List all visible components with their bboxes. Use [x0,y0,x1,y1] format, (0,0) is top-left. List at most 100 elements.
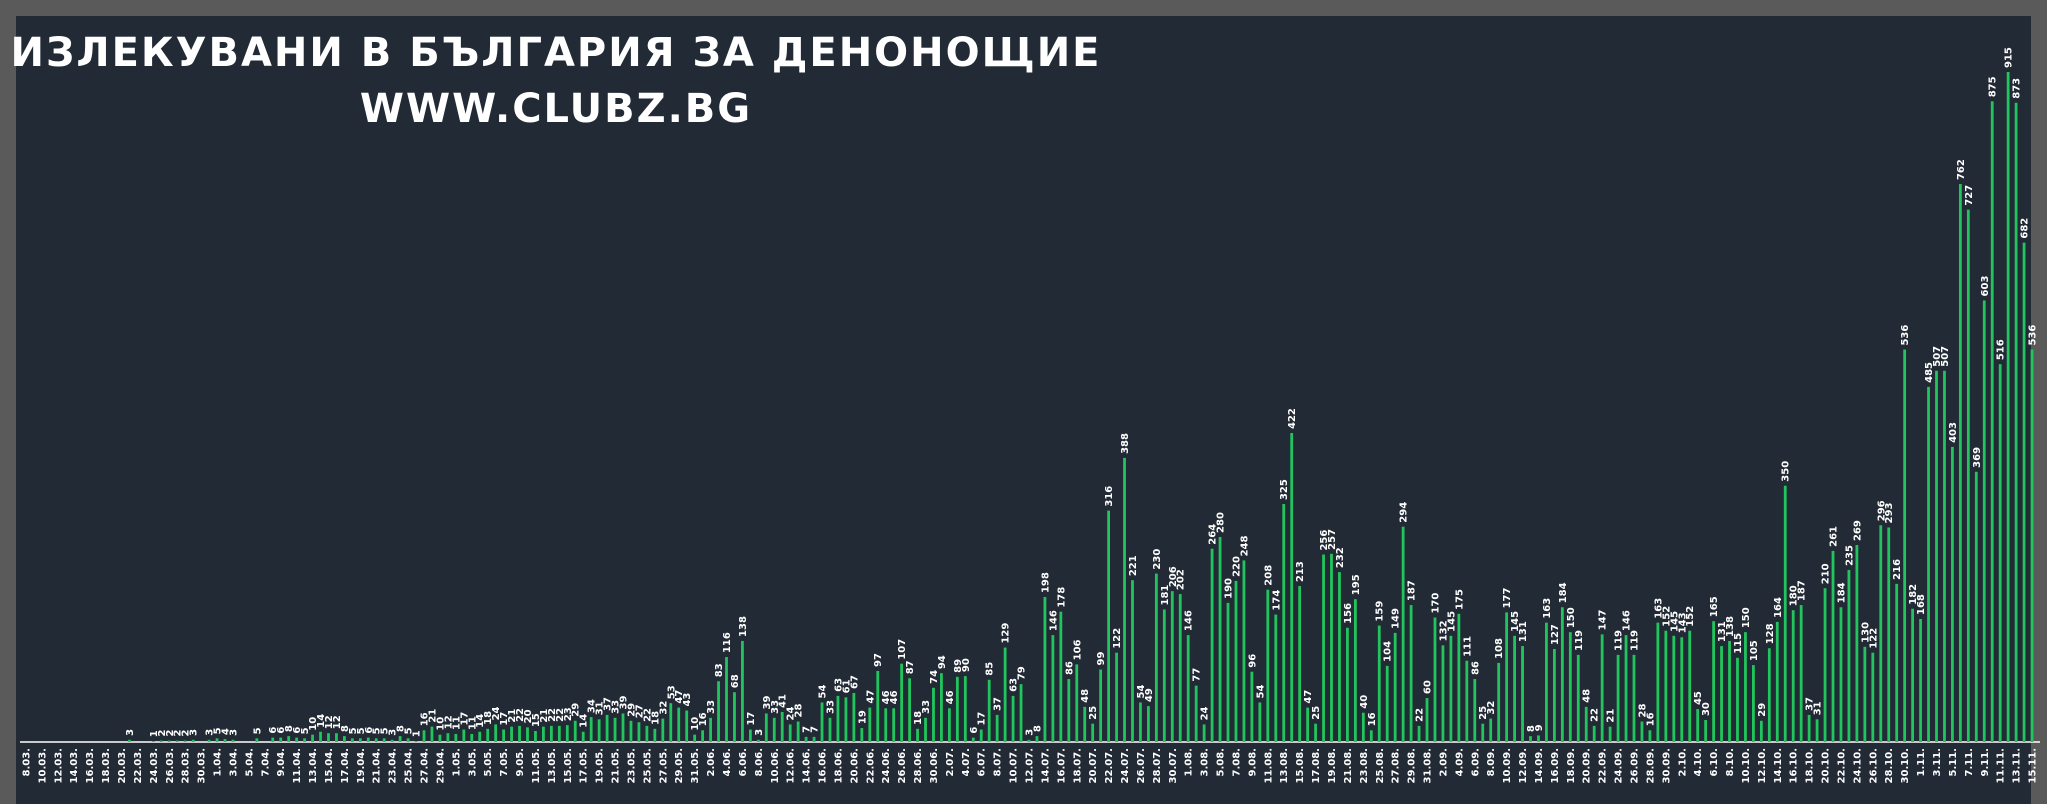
bar [1513,635,1516,742]
bar [1433,617,1437,742]
bar [1966,209,1970,743]
value-label: 8 [1032,725,1043,732]
bar [733,692,736,742]
x-tick-label: 5.08. [1216,748,1227,776]
value-label: 39 [619,695,630,709]
value-label: 49 [1144,688,1155,702]
bar [1576,654,1580,742]
value-label: 86 [1470,661,1481,675]
x-tick-label: 18.10. [1805,748,1816,783]
x-tick-label: 5.05. [483,748,494,776]
x-tick-label: 21.05. [611,748,622,783]
x-tick-label: 21.08. [1343,748,1354,783]
bar [1927,386,1930,742]
bar [1728,640,1731,742]
bar [1998,364,2002,742]
value-label: 46 [881,690,892,704]
bar [438,734,442,742]
value-label: 33 [611,700,622,714]
value-label: 190 [1224,578,1235,599]
value-label: 94 [937,655,948,669]
bar [717,681,720,742]
bar [1752,665,1755,742]
value-label: 220 [1231,556,1242,577]
bar [390,739,394,742]
x-tick-label: 2.07. [945,748,956,776]
value-label: 99 [1096,652,1107,666]
value-label: 54 [1136,685,1147,699]
bar [1847,569,1851,742]
bar [549,725,553,742]
value-label: 54 [818,685,829,699]
value-label: 21 [427,709,438,723]
value-label: 17 [746,712,757,726]
bar [1759,720,1763,742]
bar [1592,725,1596,742]
x-tick-label: 11.08. [1263,748,1274,783]
bar [2030,349,2034,742]
bar [462,729,466,742]
value-label: 187 [1797,580,1808,601]
value-label: 8 [396,725,407,732]
x-tick-label: 23.08. [1359,748,1370,783]
x-tick-label: 21.04. [372,748,383,783]
bar [2006,72,2010,742]
bar [1298,586,1302,742]
x-tick-label: 4.07. [961,748,972,776]
value-label: 60 [1423,680,1434,694]
x-tick-label: 12.10. [1757,748,1768,783]
value-label: 40 [1359,695,1370,709]
x-tick-label: 25.05. [642,748,653,783]
bar [741,640,744,742]
value-label: 68 [730,674,741,688]
x-tick-label: 16.07. [1056,748,1067,783]
value-label: 168 [1916,594,1927,615]
value-label: 74 [929,670,940,684]
value-label: 5 [252,727,263,734]
value-label: 37 [603,697,614,711]
x-tick-label: 24.06. [881,748,892,783]
bar [1353,599,1357,742]
bar [597,719,601,742]
value-label: 2 [157,730,168,737]
bar [772,717,776,742]
bar [1552,649,1556,742]
bar [1799,605,1803,742]
value-label: 5 [404,727,415,734]
bar [963,676,967,742]
value-label: 507 [1932,346,1943,367]
bar [1815,719,1819,742]
bar [1656,622,1660,742]
value-label: 257 [1327,529,1338,550]
value-label: 41 [778,694,789,708]
bar [1425,698,1429,742]
value-label: 115 [1733,633,1744,654]
value-label: 6 [364,727,375,734]
value-label: 108 [1494,638,1505,659]
bar [1250,671,1254,742]
value-label: 107 [897,639,908,660]
value-label: 388 [1120,433,1131,454]
value-label: 195 [1351,574,1362,595]
x-tick-label: 20.09. [1582,748,1593,783]
bar [128,739,131,742]
value-label: 316 [1104,486,1115,507]
bar [820,702,824,742]
bar [1640,721,1644,742]
x-tick-label: 25.04. [404,748,415,783]
value-label: 369 [1972,447,1983,468]
value-label: 32 [658,701,669,715]
value-label: 1 [412,730,423,737]
value-label: 105 [1749,640,1760,661]
bar [183,740,187,742]
value-label: 106 [1072,639,1083,660]
bar [1011,695,1015,742]
x-tick-label: 27.08. [1391,748,1402,783]
value-label: 33 [770,700,781,714]
bar [613,717,617,742]
bar [1290,432,1294,742]
bar [542,726,545,742]
bar [231,739,235,742]
x-tick-label: 14.07. [1040,748,1051,783]
bar [1958,184,1962,743]
